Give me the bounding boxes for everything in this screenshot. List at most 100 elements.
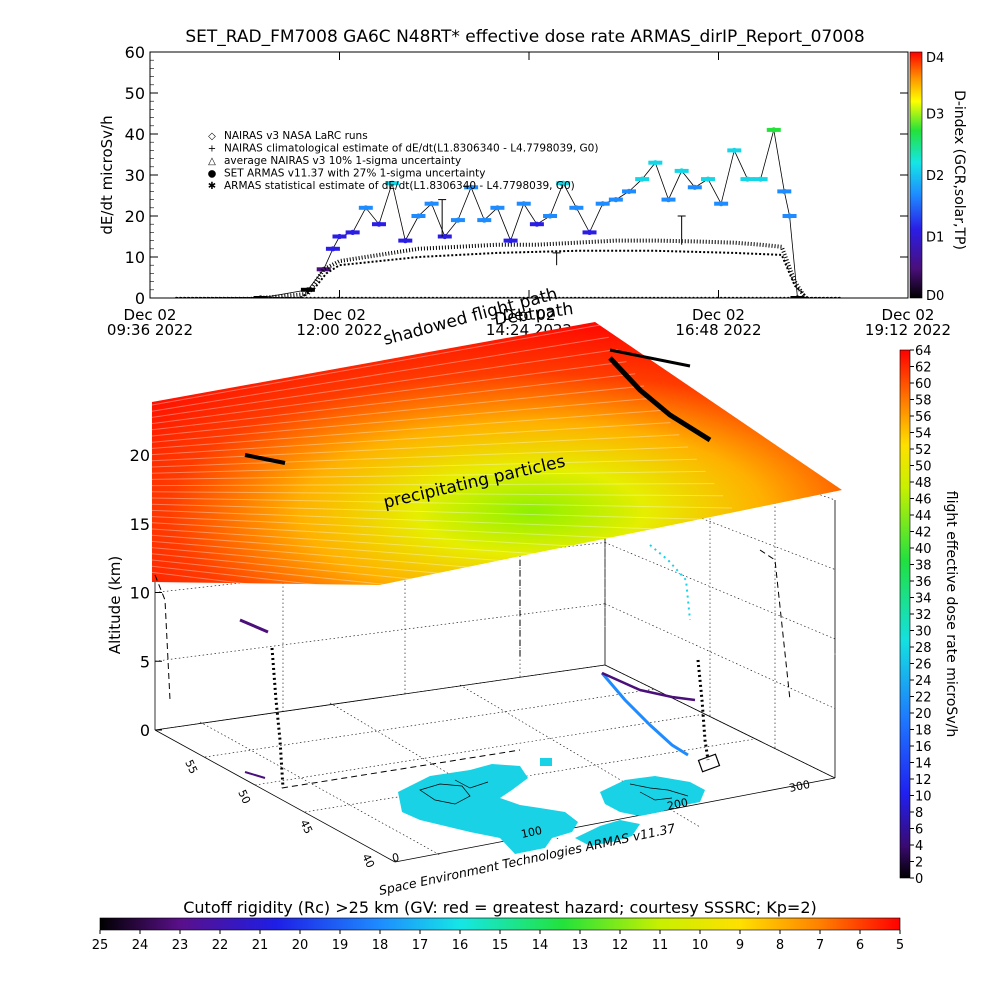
z-tick-label: 0 [140, 721, 150, 740]
baseline-point [396, 296, 399, 298]
dose-tick-label: 34 [915, 592, 932, 607]
dose-tick-label: 62 [915, 361, 932, 376]
y-tick-label: 20 [125, 207, 145, 226]
baseline-point [652, 296, 656, 298]
baseline-point [573, 296, 577, 298]
dose-tick-label: 46 [915, 493, 932, 508]
floor-tick-left: 40 [359, 852, 377, 870]
flight-path-black [244, 453, 286, 465]
y-tick-label: 60 [125, 43, 145, 62]
armas-point [350, 229, 356, 235]
slab-streak [151, 528, 777, 570]
slab-surface [152, 322, 842, 585]
x-tick-label-time: 16:48 2022 [675, 321, 761, 339]
floor-tick-bottom: 0 [391, 851, 401, 865]
land-mass [398, 764, 578, 854]
baseline-point [625, 296, 628, 298]
rc-tick-label: 5 [896, 938, 904, 953]
cutoff-rigidity-panel: Cutoff rigidity (Rc) >25 km (GV: red = g… [92, 898, 904, 953]
armas-point [786, 213, 793, 219]
floor-tick-left: 45 [297, 818, 315, 836]
baseline-point [238, 296, 241, 298]
armas-point [758, 176, 764, 182]
floor-tick-bottom: 300 [788, 778, 811, 795]
armas-point [573, 205, 579, 211]
nairas-runs-line [176, 249, 840, 298]
baseline-point [538, 296, 541, 298]
dose-tick-label: 28 [915, 641, 932, 656]
baseline-point [522, 296, 525, 298]
baseline-point [593, 296, 596, 298]
dose-tick-label: 60 [915, 377, 932, 392]
baseline-point [763, 296, 766, 298]
cutoff-rigidity-title: Cutoff rigidity (Rc) >25 km (GV: red = g… [183, 898, 817, 917]
slab-streak [151, 385, 645, 437]
baseline-point [637, 296, 640, 298]
baseline-point [771, 296, 774, 298]
floor-axis-ticks: 55 50 45 40 0 100 200 300 [182, 758, 811, 870]
baseline-point [340, 296, 344, 298]
slab-streak [151, 571, 838, 655]
baseline-point [439, 296, 443, 298]
dose-tick-label: 22 [915, 691, 932, 706]
baseline-point [727, 296, 731, 298]
track-descent [600, 672, 689, 757]
nairas-climatology-line [260, 238, 808, 298]
baseline-point [731, 296, 735, 298]
armas-point [560, 180, 566, 186]
baseline-point [787, 296, 790, 298]
d-index-tick-label: D4 [926, 51, 944, 66]
grid-line-right-wall [604, 664, 836, 779]
baseline-point [309, 296, 312, 298]
slab-streak [151, 483, 715, 487]
baseline-point [743, 296, 747, 298]
baseline-point [502, 296, 506, 298]
baseline-point [747, 296, 750, 298]
y-tick-label: 30 [125, 166, 145, 185]
baseline-point [423, 296, 427, 298]
armas-point [336, 233, 343, 240]
grid-line-left-wall [154, 603, 606, 662]
dose-tick-label: 14 [915, 757, 932, 772]
y-tick-label: 10 [125, 248, 145, 267]
baseline-point [633, 296, 636, 298]
baseline-point [451, 296, 454, 298]
z-tick-label: 10 [130, 584, 150, 603]
z-axis-ticks: 0 5 10 15 20 [130, 446, 162, 740]
baseline-point [356, 296, 360, 298]
dose-tick-label: 52 [915, 443, 932, 458]
baseline-point [680, 296, 683, 298]
armas-point [547, 213, 553, 219]
legend-marker: ✱ [208, 181, 216, 192]
armas-point [652, 160, 658, 166]
y-tick-label: 0 [135, 289, 145, 308]
slab-streak [151, 553, 812, 619]
slab-streak [151, 434, 680, 462]
baseline-point [459, 296, 462, 298]
baseline-point [368, 296, 371, 298]
baseline-point [640, 296, 644, 298]
baseline-point [222, 296, 225, 298]
legend-entry: SET ARMAS v11.37 with 27% 1-sigma uncert… [224, 168, 486, 180]
legend-marker: ● [208, 169, 217, 180]
rc-tick-label: 17 [412, 938, 429, 953]
rc-tick-label: 13 [572, 938, 589, 953]
baseline-point [629, 296, 632, 298]
baseline-point [435, 296, 439, 298]
legend-entry: ARMAS statistical estimate of dE/dt(L1.8… [224, 180, 575, 192]
baseline-point [759, 296, 762, 298]
baseline-point [400, 296, 403, 298]
armas-point [442, 233, 448, 240]
armas-point [744, 176, 751, 182]
front-left-edge [154, 729, 396, 863]
cutoff-rigidity-colorbar [99, 917, 901, 931]
z-tick-label: 5 [140, 652, 150, 671]
rc-tick-label: 14 [532, 938, 549, 953]
baseline-point [751, 296, 754, 298]
baseline-point [321, 296, 324, 298]
island [540, 758, 552, 766]
armas-point [429, 201, 435, 207]
baseline-point [388, 296, 391, 298]
